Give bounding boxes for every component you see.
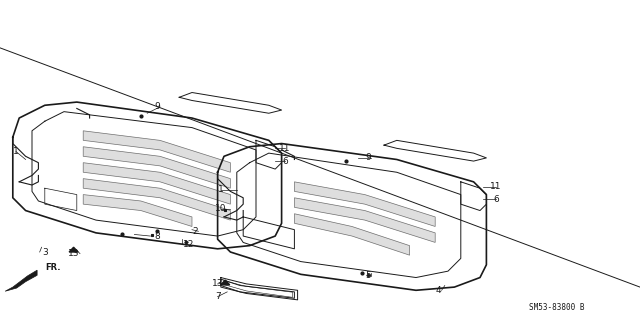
- Polygon shape: [83, 195, 192, 226]
- Polygon shape: [221, 280, 230, 285]
- Text: FR.: FR.: [45, 263, 60, 271]
- Text: 9: 9: [154, 102, 159, 111]
- Text: 10: 10: [215, 204, 227, 213]
- Text: 11: 11: [279, 144, 291, 153]
- Text: SM53-83800 B: SM53-83800 B: [529, 303, 584, 312]
- Text: 9: 9: [365, 153, 371, 162]
- Polygon shape: [83, 163, 230, 204]
- Polygon shape: [83, 179, 230, 220]
- Text: 5: 5: [365, 271, 371, 280]
- Text: 8: 8: [154, 232, 159, 241]
- Polygon shape: [294, 182, 435, 226]
- Polygon shape: [294, 214, 410, 255]
- Text: 3: 3: [42, 248, 47, 256]
- Polygon shape: [83, 147, 230, 188]
- Text: 7: 7: [215, 292, 220, 301]
- Text: 1: 1: [13, 147, 19, 156]
- Text: 12: 12: [183, 240, 195, 249]
- Text: 1: 1: [218, 185, 223, 194]
- Text: 11: 11: [490, 182, 502, 191]
- Text: 13: 13: [212, 279, 223, 288]
- Text: 6: 6: [493, 195, 499, 204]
- Polygon shape: [69, 247, 78, 252]
- Text: 6: 6: [282, 157, 287, 166]
- Polygon shape: [294, 198, 435, 242]
- Polygon shape: [83, 131, 230, 172]
- Polygon shape: [5, 270, 37, 291]
- Text: 13: 13: [68, 249, 79, 258]
- Text: 4: 4: [436, 286, 441, 295]
- Text: 2: 2: [193, 227, 198, 236]
